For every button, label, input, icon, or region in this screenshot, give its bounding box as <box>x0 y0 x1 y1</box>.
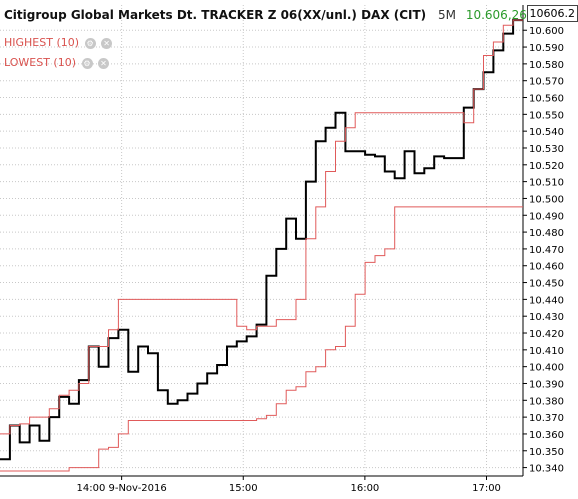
y-tick-label: 10.450 <box>529 279 564 290</box>
y-tick-label: 10.490 <box>529 211 564 222</box>
y-tick-label: 10.460 <box>529 262 564 273</box>
highest-series-line <box>0 20 523 434</box>
y-tick-label: 10.580 <box>529 60 564 71</box>
x-tick-label: 17:00 <box>472 483 501 494</box>
y-tick-label: 10.520 <box>529 161 564 172</box>
settings-icon[interactable]: ⚙ <box>82 58 93 69</box>
chart-header: Citigroup Global Markets Dt. TRACKER Z 0… <box>4 8 527 22</box>
timeframe-label: 5M <box>438 8 456 22</box>
settings-icon[interactable]: ⚙ <box>85 38 96 49</box>
instrument-name: Citigroup Global Markets Dt. TRACKER Z 0… <box>4 8 426 22</box>
x-tick-label: 14:00 9-Nov-2016 <box>76 483 166 494</box>
y-tick-label: 10.570 <box>529 77 564 88</box>
y-tick-label: 10.420 <box>529 329 564 340</box>
price-tag: 10606.2 <box>527 5 578 22</box>
y-tick-label: 10.410 <box>529 346 564 357</box>
y-tick-label: 10.430 <box>529 312 564 323</box>
price-series-line <box>0 20 523 459</box>
y-tick-label: 10.500 <box>529 194 564 205</box>
indicator-highest: HIGHEST (10) ⚙ ✕ <box>4 36 112 49</box>
indicator-lowest: LOWEST (10) ⚙ ✕ <box>4 56 109 69</box>
y-tick-label: 10.530 <box>529 144 564 155</box>
y-tick-label: 10.370 <box>529 413 564 424</box>
y-tick-label: 10.600 <box>529 26 564 37</box>
y-tick-label: 10.440 <box>529 295 564 306</box>
y-tick-label: 10.560 <box>529 94 564 105</box>
close-icon[interactable]: ✕ <box>98 58 109 69</box>
y-tick-label: 10.470 <box>529 245 564 256</box>
y-tick-label: 10.550 <box>529 110 564 121</box>
y-tick-label: 10.480 <box>529 228 564 239</box>
y-tick-label: 10.540 <box>529 127 564 138</box>
lowest-series-line <box>0 207 523 471</box>
y-tick-label: 10.350 <box>529 447 564 458</box>
indicator-highest-label: HIGHEST (10) <box>4 36 79 49</box>
y-tick-label: 10.400 <box>529 363 564 374</box>
y-tick-label: 10.380 <box>529 396 564 407</box>
indicator-lowest-label: LOWEST (10) <box>4 56 76 69</box>
close-icon[interactable]: ✕ <box>101 38 112 49</box>
y-tick-label: 10.390 <box>529 379 564 390</box>
y-tick-label: 10.360 <box>529 430 564 441</box>
y-tick-label: 10.590 <box>529 43 564 54</box>
x-tick-label: 16:00 <box>350 483 379 494</box>
last-value: 10.606,26 <box>466 8 527 22</box>
x-tick-label: 15:00 <box>229 483 258 494</box>
y-tick-label: 10.340 <box>529 464 564 475</box>
y-tick-label: 10.510 <box>529 178 564 189</box>
